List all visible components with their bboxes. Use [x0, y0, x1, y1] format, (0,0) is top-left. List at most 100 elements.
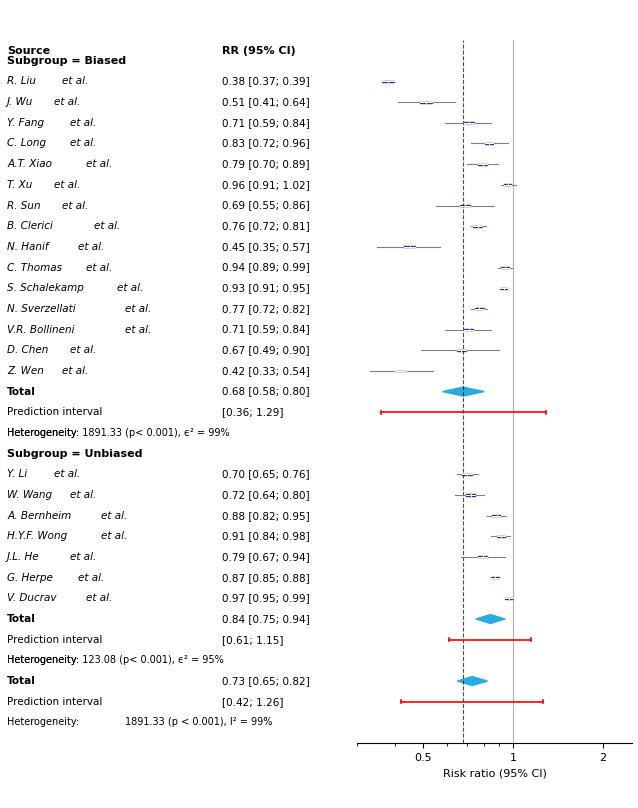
Text: et al.: et al.: [94, 221, 120, 231]
FancyBboxPatch shape: [478, 163, 487, 165]
Text: Z. Wen: Z. Wen: [7, 366, 47, 376]
Text: A. Bernheim: A. Bernheim: [7, 511, 75, 520]
Text: D. Chen: D. Chen: [7, 345, 52, 356]
Text: et al.: et al.: [70, 490, 96, 500]
Text: 0.83 [0.72; 0.96]: 0.83 [0.72; 0.96]: [221, 138, 309, 149]
Text: 0.73 [0.65; 0.82]: 0.73 [0.65; 0.82]: [221, 676, 309, 686]
Text: 0.51 [0.41; 0.64]: 0.51 [0.41; 0.64]: [221, 97, 309, 107]
Text: 0.84 [0.75; 0.94]: 0.84 [0.75; 0.94]: [221, 614, 309, 624]
Text: Subgroup = Biased: Subgroup = Biased: [7, 56, 126, 65]
Text: N. Hanif: N. Hanif: [7, 242, 52, 252]
Text: 0.38 [0.37; 0.39]: 0.38 [0.37; 0.39]: [221, 77, 309, 86]
Polygon shape: [476, 615, 505, 624]
Text: et al.: et al.: [62, 77, 89, 86]
Text: 0.68 [0.58; 0.80]: 0.68 [0.58; 0.80]: [221, 386, 309, 397]
FancyBboxPatch shape: [497, 536, 505, 537]
Text: 0.69 [0.55; 0.86]: 0.69 [0.55; 0.86]: [221, 200, 309, 211]
Text: et al.: et al.: [62, 200, 89, 211]
Text: et al.: et al.: [101, 511, 128, 520]
Text: et al.: et al.: [54, 469, 80, 479]
FancyBboxPatch shape: [464, 329, 473, 330]
Text: 0.88 [0.82; 0.95]: 0.88 [0.82; 0.95]: [221, 511, 309, 520]
Text: R. Liu: R. Liu: [7, 77, 40, 86]
Text: 0.72 [0.64; 0.80]: 0.72 [0.64; 0.80]: [221, 490, 309, 500]
Text: et al.: et al.: [62, 366, 89, 376]
Text: 0.45 [0.35; 0.57]: 0.45 [0.35; 0.57]: [221, 242, 309, 252]
Text: 0.91 [0.84; 0.98]: 0.91 [0.84; 0.98]: [221, 532, 309, 541]
Text: V.R. Bollineni: V.R. Bollineni: [7, 325, 78, 335]
Text: N. Sverzellati: N. Sverzellati: [7, 304, 79, 314]
Text: et al.: et al.: [125, 304, 151, 314]
Text: 0.79 [0.70; 0.89]: 0.79 [0.70; 0.89]: [221, 159, 309, 169]
Text: Heterogeneity: 123.08 (p< 0.001), ϵ² = 95%: Heterogeneity: 123.08 (p< 0.001), ϵ² = 9…: [7, 655, 224, 665]
Text: Heterogeneity:: Heterogeneity:: [7, 718, 79, 727]
FancyBboxPatch shape: [505, 598, 513, 599]
Text: 0.87 [0.85; 0.88]: 0.87 [0.85; 0.88]: [221, 573, 309, 583]
Text: Prediction interval: Prediction interval: [7, 634, 103, 645]
FancyBboxPatch shape: [473, 225, 482, 227]
Text: C. Thomas: C. Thomas: [7, 263, 66, 272]
FancyBboxPatch shape: [464, 122, 473, 124]
Text: Total: Total: [7, 386, 36, 397]
Text: 0.42 [0.33; 0.54]: 0.42 [0.33; 0.54]: [221, 366, 309, 376]
Text: et al.: et al.: [54, 97, 80, 107]
Text: 0.97 [0.95; 0.99]: 0.97 [0.95; 0.99]: [221, 593, 309, 604]
Text: S. Schalekamp: S. Schalekamp: [7, 283, 87, 293]
FancyBboxPatch shape: [491, 577, 499, 579]
FancyBboxPatch shape: [466, 494, 475, 495]
Text: A.T. Xiao: A.T. Xiao: [7, 159, 56, 169]
Text: G. Herpe: G. Herpe: [7, 573, 56, 583]
Text: V. Ducrav: V. Ducrav: [7, 593, 60, 604]
Text: et al.: et al.: [54, 180, 80, 190]
Text: [0.36; 1.29]: [0.36; 1.29]: [221, 407, 283, 417]
Text: Heterogeneity: 1891.33 (p< 0.001), ϵ² = 99%: Heterogeneity: 1891.33 (p< 0.001), ϵ² = …: [7, 428, 230, 438]
Text: Total: Total: [7, 614, 36, 624]
Text: et al.: et al.: [78, 573, 104, 583]
Text: 0.71 [0.59; 0.84]: 0.71 [0.59; 0.84]: [221, 325, 309, 335]
Text: 0.70 [0.65; 0.76]: 0.70 [0.65; 0.76]: [221, 469, 309, 479]
FancyBboxPatch shape: [460, 205, 470, 206]
Text: B. Clerici: B. Clerici: [7, 221, 56, 231]
Text: Prediction interval: Prediction interval: [7, 407, 103, 417]
Text: [0.61; 1.15]: [0.61; 1.15]: [221, 634, 283, 645]
FancyBboxPatch shape: [478, 557, 487, 558]
X-axis label: Risk ratio (95% CI): Risk ratio (95% CI): [443, 768, 546, 779]
Text: 0.77 [0.72; 0.82]: 0.77 [0.72; 0.82]: [221, 304, 309, 314]
Text: et al.: et al.: [117, 283, 144, 293]
Text: 0.71 [0.59; 0.84]: 0.71 [0.59; 0.84]: [221, 118, 309, 128]
Text: 0.96 [0.91; 1.02]: 0.96 [0.91; 1.02]: [221, 180, 309, 190]
Text: Y. Fang: Y. Fang: [7, 118, 47, 128]
FancyBboxPatch shape: [462, 473, 472, 475]
Text: W. Wang: W. Wang: [7, 490, 56, 500]
Text: et al.: et al.: [78, 242, 104, 252]
Text: H.Y.F. Wong: H.Y.F. Wong: [7, 532, 71, 541]
Text: Source: Source: [7, 45, 50, 56]
Text: et al.: et al.: [85, 159, 112, 169]
Text: C. Long: C. Long: [7, 138, 50, 149]
Text: RR (95% CI): RR (95% CI): [221, 45, 295, 56]
Text: Prediction interval: Prediction interval: [7, 696, 103, 707]
Polygon shape: [443, 387, 484, 396]
Text: 0.67 [0.49; 0.90]: 0.67 [0.49; 0.90]: [221, 345, 309, 356]
Text: Y. Li: Y. Li: [7, 469, 31, 479]
Text: 0.94 [0.89; 0.99]: 0.94 [0.89; 0.99]: [221, 263, 309, 272]
Text: et al.: et al.: [125, 325, 151, 335]
Text: et al.: et al.: [85, 593, 112, 604]
FancyBboxPatch shape: [504, 184, 512, 185]
Text: et al.: et al.: [70, 118, 96, 128]
Polygon shape: [457, 676, 487, 685]
Text: R. Sun: R. Sun: [7, 200, 44, 211]
Text: 1891.33 (p < 0.001), I² = 99%: 1891.33 (p < 0.001), I² = 99%: [125, 718, 272, 727]
Text: Heterogeneity:: Heterogeneity:: [7, 428, 82, 438]
Text: et al.: et al.: [70, 138, 96, 149]
Text: 0.93 [0.91; 0.95]: 0.93 [0.91; 0.95]: [221, 283, 309, 293]
Text: et al.: et al.: [101, 532, 128, 541]
Text: [0.42; 1.26]: [0.42; 1.26]: [221, 696, 283, 707]
Text: J. Wu: J. Wu: [7, 97, 37, 107]
Text: et al.: et al.: [85, 263, 112, 272]
Text: J.L. He: J.L. He: [7, 552, 43, 562]
Text: Heterogeneity:: Heterogeneity:: [7, 655, 82, 665]
Text: Total: Total: [7, 676, 36, 686]
Text: et al.: et al.: [70, 552, 96, 562]
FancyBboxPatch shape: [457, 350, 466, 351]
